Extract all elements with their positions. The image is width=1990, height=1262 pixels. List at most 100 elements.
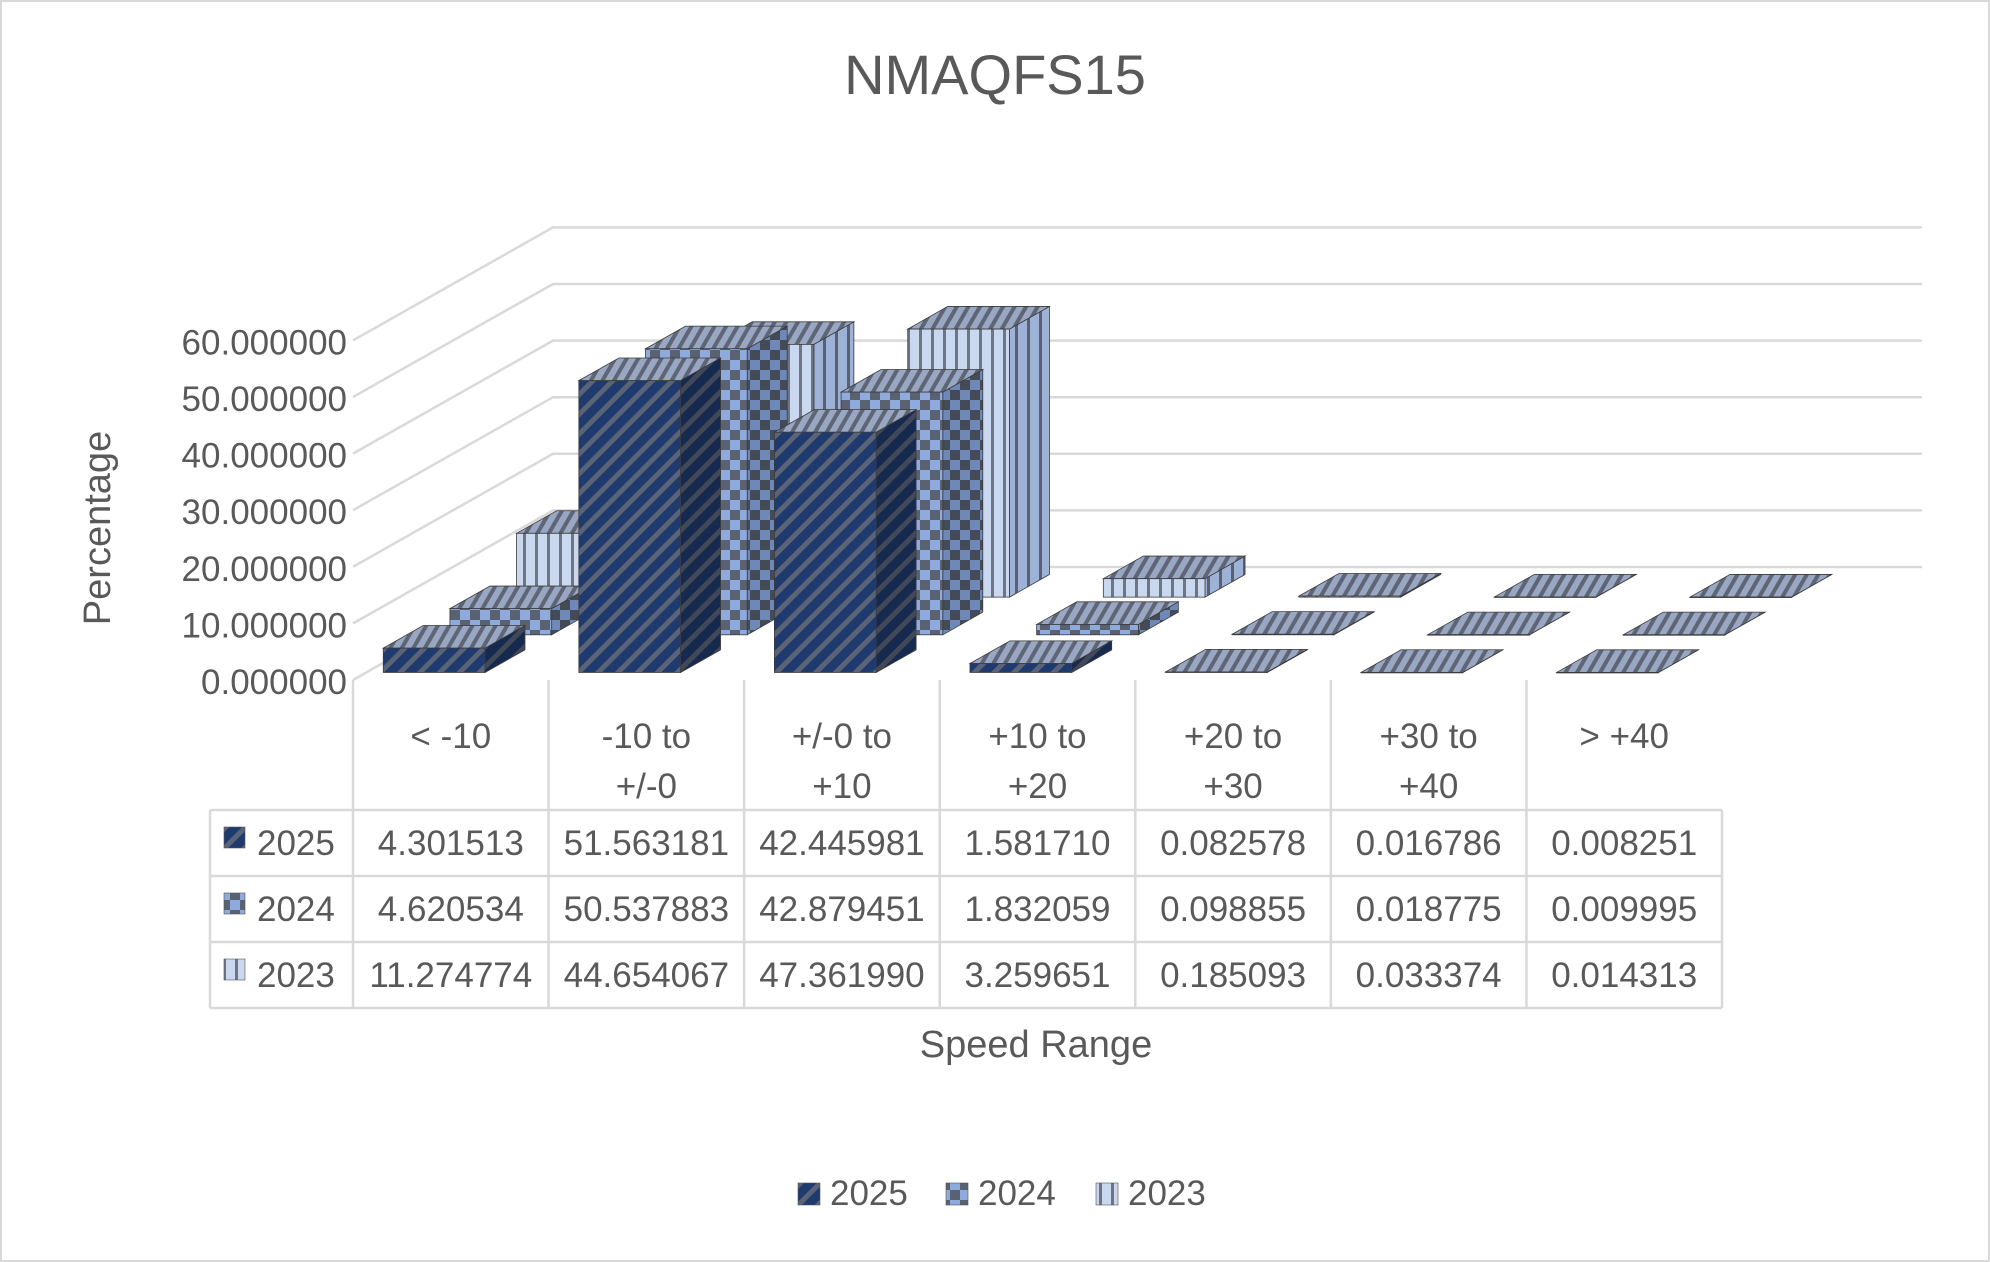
legend-item-2024: 2024 [945, 1174, 1056, 1213]
bar-front [1165, 671, 1268, 673]
gridline [352, 339, 1922, 455]
bar-2025-2 [772, 408, 918, 674]
bar-front [382, 647, 486, 673]
bar-side [1009, 305, 1050, 598]
bar-side [875, 408, 917, 674]
category-label: +30 [1203, 767, 1262, 806]
bar-2023-6 [1688, 573, 1834, 598]
category-label: +40 [1399, 767, 1458, 806]
data-table: < -10 -10 to +/-0 +/-0 to +10 +10 to +20 +20 to… [208, 680, 1724, 1010]
category-label: +10 [812, 767, 871, 806]
bar-front [1360, 671, 1464, 674]
legend: 2025 2024 2023 [797, 1174, 1206, 1213]
gridline [352, 452, 1922, 568]
table-cell-value: 0.008251 [1551, 824, 1697, 863]
y-tick-label: 10.000000 [182, 606, 347, 645]
bar-front [578, 380, 681, 673]
table-cell-value: 4.301513 [378, 824, 524, 863]
table-cell-value: 44.654067 [564, 956, 729, 995]
bar-front [1494, 596, 1597, 598]
y-tick-label: 20.000000 [182, 550, 347, 589]
bar-2025-0 [381, 624, 527, 674]
table-series-name: 2024 [257, 890, 335, 929]
y-tick-label: 0.000000 [201, 663, 347, 702]
category-label: +/-0 to [792, 717, 892, 756]
bar-2023-4 [1297, 572, 1443, 598]
bar-front [1102, 578, 1206, 598]
bar-front [1036, 624, 1139, 636]
category-label: +20 [1008, 767, 1067, 806]
bar-2024-5 [1426, 611, 1572, 636]
y-axis-label: Percentage [77, 431, 119, 625]
bar-side [942, 368, 984, 636]
bar-front [774, 431, 877, 673]
bar-2024-3 [1035, 601, 1180, 636]
table-cell-value: 1.581710 [965, 824, 1111, 863]
table-cell-value: 47.361990 [759, 956, 924, 995]
bar-front [1231, 633, 1335, 636]
y-tick-label: 30.000000 [182, 493, 347, 532]
legend-key [797, 1182, 821, 1206]
table-legend-key [223, 958, 246, 981]
table-series-name: 2023 [257, 956, 335, 995]
bar-2023-5 [1492, 573, 1638, 598]
table-cell-value: 4.620534 [378, 890, 524, 929]
x-axis-label: Speed Range [920, 1024, 1152, 1066]
bar-2024-4 [1230, 610, 1376, 636]
y-tick-label: 40.000000 [182, 437, 347, 476]
legend-label: 2023 [1128, 1174, 1206, 1213]
y-tick-label: 60.000000 [182, 323, 347, 362]
bar-front [1689, 596, 1793, 598]
category-label: > +40 [1579, 717, 1669, 756]
table-cell-value: 0.014313 [1551, 956, 1697, 995]
gridline [352, 395, 1922, 512]
bar-2025-1 [577, 357, 723, 674]
table-cell-value: 0.082578 [1160, 824, 1306, 863]
table-cell-value: 0.033374 [1356, 956, 1502, 995]
table-cell-value: 50.537883 [564, 890, 729, 929]
table-cell-value: 51.563181 [564, 824, 729, 863]
bar-front [1298, 595, 1401, 598]
bar-front [1427, 634, 1530, 636]
category-label: +/-0 [616, 767, 677, 806]
table-cell-value: 0.098855 [1160, 890, 1306, 929]
table-cell-value: 42.879451 [759, 890, 924, 929]
y-axis-tick-labels: 0.000000 10.000000 20.000000 30.000000 40.00… [182, 323, 347, 702]
bar-2024-6 [1621, 611, 1767, 636]
bar-2025-4 [1164, 648, 1309, 674]
table-cell-value: 0.016786 [1356, 824, 1502, 863]
table-cell-value: 42.445981 [759, 824, 924, 863]
bar-2025-5 [1359, 649, 1505, 674]
bar-front [1622, 634, 1726, 636]
category-label: < -10 [410, 717, 491, 756]
bar-2023-3 [1101, 555, 1247, 598]
table-cell-value: 11.274774 [369, 956, 532, 995]
table-series-name: 2025 [257, 824, 335, 863]
legend-label: 2025 [830, 1174, 908, 1213]
table-cell-value: 0.185093 [1160, 956, 1306, 995]
bar-2025-3 [968, 640, 1114, 674]
table-cell-value: 0.009995 [1551, 890, 1697, 929]
bar-2025-6 [1555, 649, 1700, 674]
gridline [352, 226, 1922, 342]
bar-side [680, 357, 721, 674]
table-cell-value: 1.832059 [965, 890, 1111, 929]
category-label: +20 to [1184, 717, 1282, 756]
legend-key [1095, 1182, 1119, 1206]
legend-item-2023: 2023 [1095, 1174, 1206, 1213]
gridline [352, 509, 1922, 625]
table-legend-key [223, 892, 246, 915]
table-cell-value: 3.259651 [965, 956, 1111, 995]
legend-item-2025: 2025 [797, 1174, 908, 1213]
chart-title: NMAQFS15 [844, 43, 1146, 106]
category-label: +30 to [1379, 717, 1477, 756]
bar-front [1556, 672, 1659, 674]
gridline [352, 282, 1922, 399]
bar-front [969, 663, 1073, 673]
bars [381, 305, 1834, 674]
legend-key [945, 1182, 969, 1206]
y-tick-label: 50.000000 [182, 380, 347, 419]
category-label: -10 to [602, 717, 692, 756]
category-label: +10 to [988, 717, 1086, 756]
